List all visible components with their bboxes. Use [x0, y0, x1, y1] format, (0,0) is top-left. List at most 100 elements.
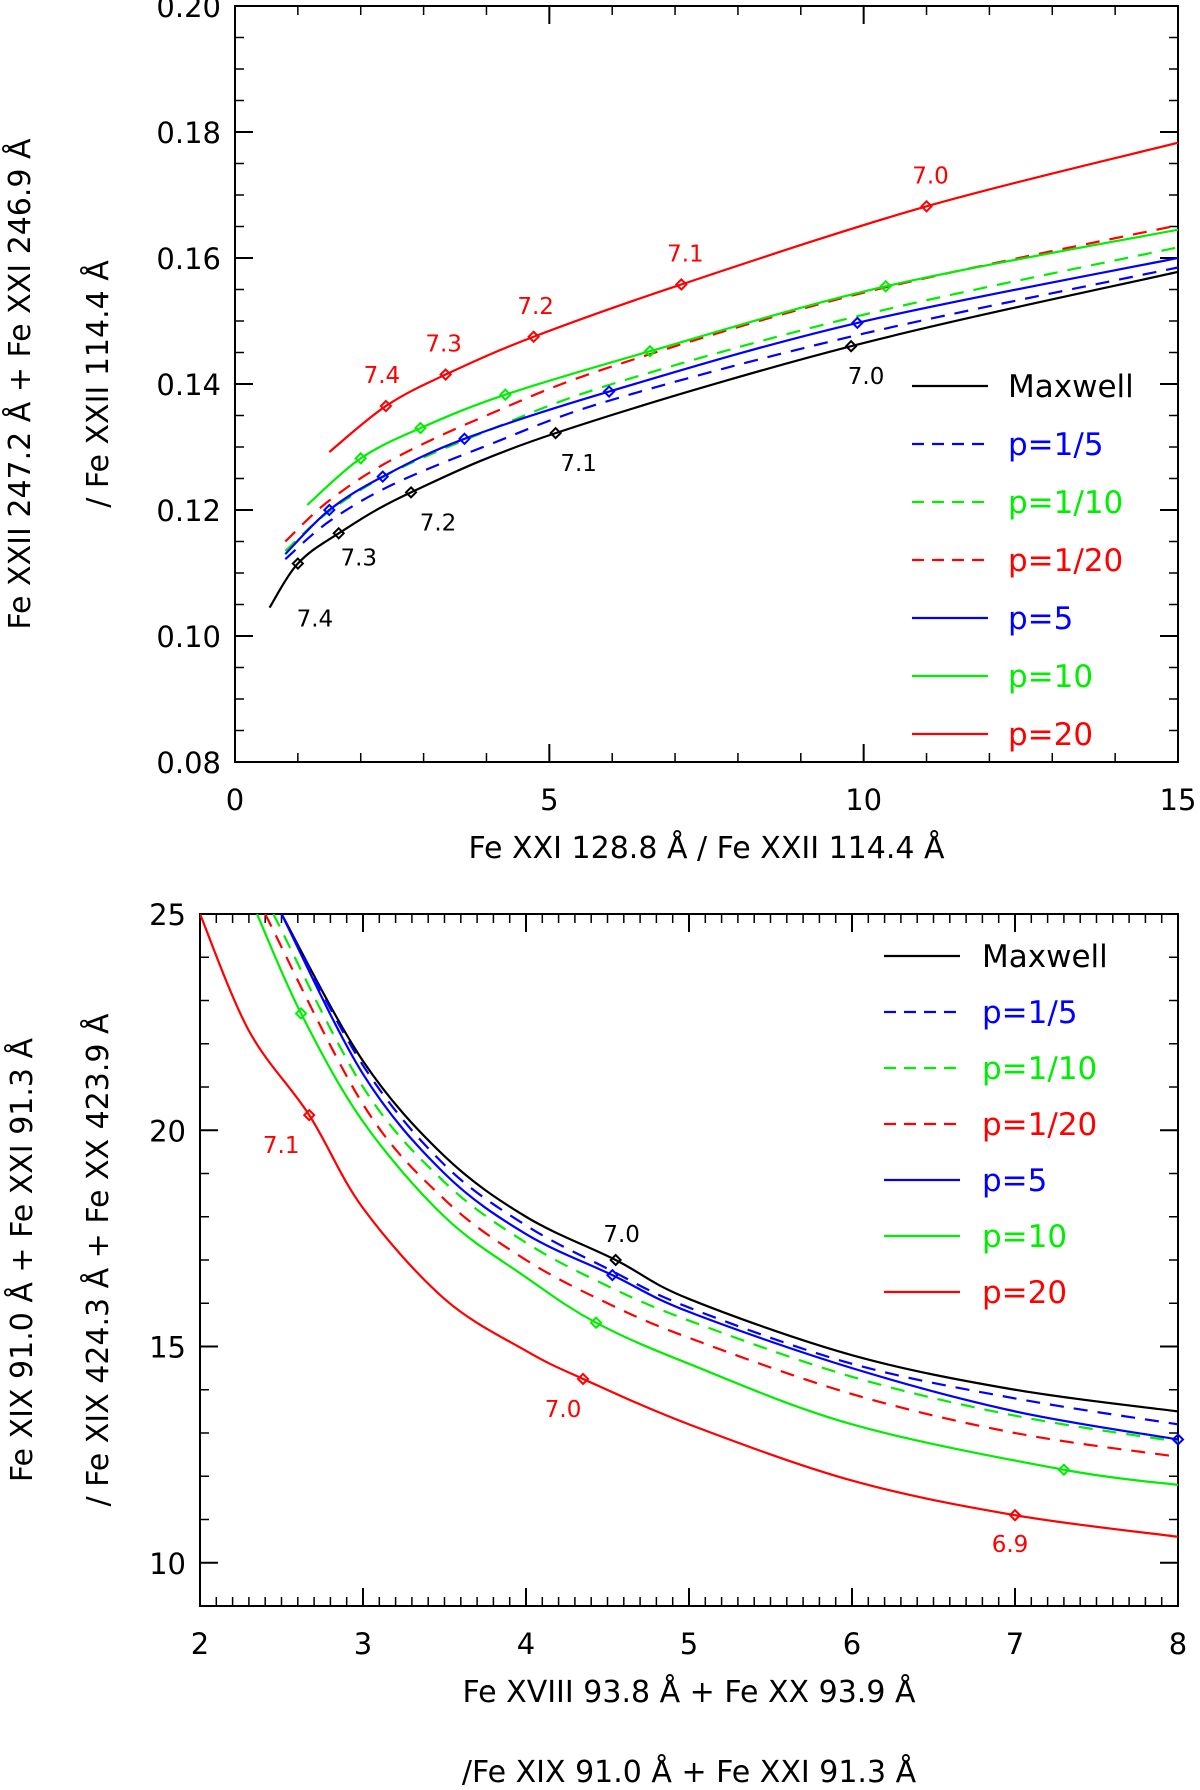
x-axis-label: /Fe XIX 91.0 Å + Fe XXI 91.3 Å — [462, 1754, 917, 1790]
series-marker — [879, 279, 893, 293]
series-line — [264, 914, 1178, 1458]
series-marker — [589, 1316, 603, 1330]
legend-label: p=20 — [1008, 717, 1093, 753]
y-tick-label: 25 — [149, 898, 186, 932]
series-group — [268, 141, 1178, 609]
y-axis-label: / Fe XIX 424.3 Å + Fe XX 423.9 Å — [80, 1013, 116, 1507]
x-tick-label: 2 — [191, 1627, 209, 1661]
x-tick-label: 4 — [517, 1627, 535, 1661]
x-tick-label: 15 — [1160, 783, 1197, 817]
series-marker — [602, 385, 616, 398]
y-tick-label: 20 — [149, 1114, 186, 1148]
x-axis-label: Fe XXI 128.8 Å / Fe XXII 114.4 Å — [468, 830, 945, 866]
legend-label: p=5 — [1008, 601, 1073, 637]
series-line — [280, 914, 1178, 1426]
y-tick-label: 0.12 — [156, 494, 221, 528]
legend-label: p=20 — [982, 1275, 1067, 1311]
series-marker — [576, 1372, 590, 1386]
y-tick-label: 0.10 — [156, 620, 221, 654]
y-tick-label: 0.18 — [156, 116, 221, 150]
y-axis-label: Fe XXII 247.2 Å + Fe XXI 246.9 Å — [2, 138, 38, 630]
y-tick-label: 10 — [149, 1547, 186, 1581]
series-marker — [643, 344, 657, 358]
series-group — [200, 914, 1178, 1538]
series-marker — [850, 316, 864, 330]
series-line — [328, 141, 1178, 453]
x-tick-label: 7 — [1006, 1627, 1024, 1661]
x-tick-label: 0 — [226, 783, 244, 817]
legend-label: p=1/5 — [1008, 427, 1104, 463]
series-line — [284, 256, 1178, 555]
series-marker — [379, 399, 393, 413]
marker-label: 7.4 — [297, 607, 334, 633]
series-line — [280, 914, 1178, 1413]
marker-label: 7.1 — [263, 1133, 300, 1159]
series-marker — [549, 426, 563, 440]
series-marker — [458, 432, 471, 446]
series-marker — [1008, 1508, 1022, 1522]
series-marker — [354, 451, 368, 465]
marker-label: 6.9 — [992, 1532, 1029, 1558]
marker-label: 7.0 — [848, 364, 885, 390]
series-marker — [414, 421, 427, 435]
series-line — [256, 914, 1178, 1486]
series-marker — [302, 1108, 316, 1122]
legend-label: Maxwell — [1008, 369, 1134, 405]
series-line — [268, 270, 1178, 609]
series-line — [284, 266, 1178, 560]
series-marker — [844, 339, 858, 353]
y-tick-label: 0.16 — [156, 242, 221, 276]
x-tick-label: 5 — [540, 783, 558, 817]
marker-label: 7.3 — [340, 545, 377, 571]
marker-label: 7.3 — [425, 332, 462, 358]
series-marker — [294, 1007, 308, 1020]
marker-label: 7.4 — [364, 363, 401, 389]
series-marker — [439, 368, 453, 381]
legend-label: p=10 — [982, 1219, 1067, 1255]
x-tick-label: 3 — [354, 1627, 372, 1661]
y-tick-label: 0.20 — [156, 0, 221, 24]
legend-label: p=1/10 — [982, 1051, 1097, 1087]
series-marker — [609, 1253, 623, 1267]
series-marker — [605, 1268, 619, 1282]
x-tick-label: 8 — [1169, 1627, 1187, 1661]
y-tick-label: 0.14 — [156, 368, 221, 402]
series-marker — [1057, 1463, 1071, 1477]
x-tick-label: 10 — [845, 783, 882, 817]
legend-label: p=10 — [1008, 659, 1093, 695]
series-marker — [322, 503, 336, 517]
bottom-chart: 2 3 4 5 6 7 8 10 15 20 25 Fe XVIII 93.8 Å + Fe XX 9… — [4, 898, 1187, 1790]
legend-label: p=1/20 — [1008, 543, 1123, 579]
series-marker — [527, 330, 541, 344]
x-axis-label: Fe XVIII 93.8 Å + Fe XX 93.9 Å — [463, 1674, 916, 1710]
series-marker — [376, 470, 390, 484]
series-marker — [498, 388, 512, 402]
marker-label: 7.2 — [420, 510, 457, 536]
legend-label: p=1/10 — [1008, 485, 1123, 521]
top-chart: 0 5 10 15 0.08 0.10 0.12 0.14 0.16 0.18 0.20 Fe XXI… — [2, 0, 1196, 866]
series-marker — [1171, 1433, 1185, 1446]
y-axis-label: / Fe XXII 114.4 Å — [80, 260, 116, 508]
legend-label: p=5 — [982, 1163, 1047, 1199]
y-axis-label: Fe XIX 91.0 Å + Fe XXI 91.3 Å — [4, 1037, 40, 1482]
series-line — [200, 914, 1178, 1538]
legend-label: Maxwell — [982, 939, 1108, 975]
marker-label: 7.1 — [560, 451, 597, 477]
marker-label: 7.1 — [667, 241, 704, 267]
marker-label: 7.0 — [603, 1222, 640, 1248]
marker-label: 7.0 — [545, 1397, 582, 1423]
legend-label: p=1/20 — [982, 1107, 1097, 1143]
legend-label: p=1/5 — [982, 995, 1078, 1031]
y-tick-label: 0.08 — [156, 746, 221, 780]
x-tick-label: 5 — [680, 1627, 698, 1661]
series-marker — [404, 485, 418, 499]
x-tick-label: 6 — [843, 1627, 861, 1661]
series-marker — [920, 199, 933, 213]
series-marker — [291, 557, 305, 570]
series-marker — [674, 278, 688, 291]
series-line — [272, 914, 1178, 1443]
marker-label: 7.0 — [912, 163, 949, 189]
y-tick-label: 15 — [149, 1331, 186, 1365]
marker-label: 7.2 — [517, 294, 554, 320]
